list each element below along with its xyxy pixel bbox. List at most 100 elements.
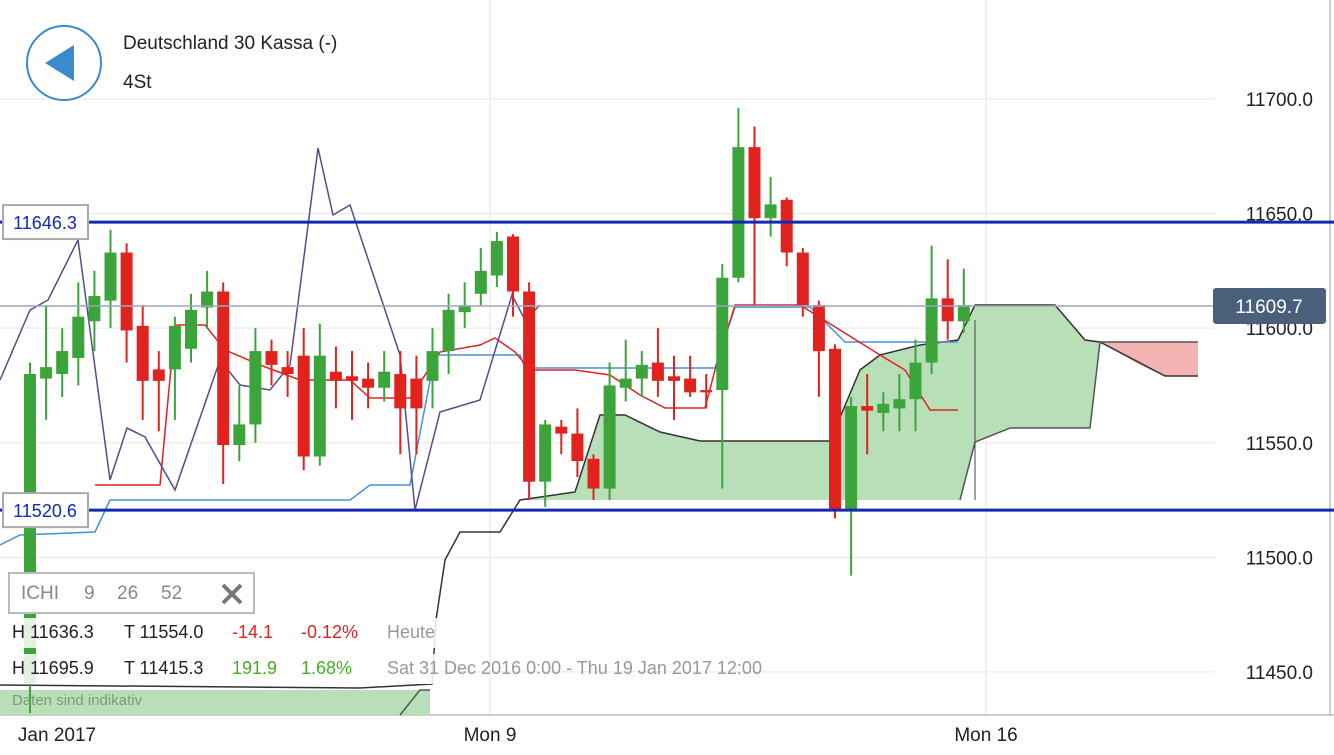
candle-body bbox=[941, 298, 954, 322]
close-indicator[interactable] bbox=[221, 583, 243, 605]
candle-body bbox=[539, 424, 552, 482]
stat: H 11695.9 bbox=[12, 658, 94, 678]
candle-body bbox=[635, 364, 648, 379]
candle-body bbox=[893, 399, 906, 409]
cloud-bearish bbox=[1100, 342, 1198, 376]
indicator-name: ICHI bbox=[21, 583, 59, 604]
indicator-param: 9 bbox=[84, 583, 95, 604]
candle-body bbox=[523, 291, 536, 482]
candle-body bbox=[265, 351, 278, 365]
candle-body bbox=[684, 378, 697, 393]
senkou-b bbox=[399, 341, 1198, 716]
back-icon bbox=[45, 45, 74, 81]
level-label: 11520.6 bbox=[13, 501, 77, 521]
candle-body bbox=[732, 147, 745, 278]
candle-body bbox=[233, 424, 246, 446]
level-box bbox=[2, 492, 89, 529]
instrument-title: Deutschland 30 Kassa (-) bbox=[123, 33, 337, 54]
candle-body bbox=[168, 325, 181, 370]
candle-body bbox=[88, 296, 101, 322]
x-tick-label: Jan 2017 bbox=[18, 725, 96, 746]
candle-body bbox=[104, 252, 117, 301]
level-box bbox=[2, 204, 89, 241]
candle-body bbox=[410, 378, 423, 409]
candle-body bbox=[571, 433, 584, 462]
stat: Heute bbox=[387, 622, 435, 642]
candle-body bbox=[716, 277, 729, 391]
stat: -14.1 bbox=[232, 622, 273, 642]
interval: 4St bbox=[123, 72, 152, 93]
candle-body bbox=[329, 371, 342, 381]
candle-body bbox=[346, 376, 358, 381]
candle-body bbox=[812, 305, 825, 352]
candle-body bbox=[603, 385, 616, 489]
candle-body bbox=[217, 291, 230, 446]
candle-body bbox=[426, 351, 439, 381]
indicator-param: 26 bbox=[117, 583, 138, 604]
candle-body bbox=[474, 270, 487, 294]
footer-note: Daten sind indikativ bbox=[12, 692, 143, 709]
candle-body bbox=[152, 369, 165, 381]
level-label: 11646.3 bbox=[13, 213, 77, 233]
indicator-box[interactable] bbox=[8, 572, 255, 614]
candle-body bbox=[185, 309, 197, 349]
last-price-box bbox=[1213, 287, 1326, 324]
candle-body bbox=[877, 403, 890, 413]
senkou-a bbox=[0, 304, 1198, 689]
stat: -0.12% bbox=[301, 622, 358, 642]
candle-body bbox=[362, 378, 375, 388]
candle-body bbox=[780, 199, 793, 253]
candle-body bbox=[394, 374, 407, 409]
candle-body bbox=[925, 298, 938, 363]
stats-row-bg bbox=[0, 618, 440, 648]
candle-body bbox=[619, 378, 632, 388]
stat: H 11636.3 bbox=[12, 622, 94, 642]
last-price-label: 11609.7 bbox=[1235, 297, 1302, 318]
candle-body bbox=[136, 325, 149, 381]
candle-body bbox=[490, 241, 503, 276]
y-tick-label: 11600.0 bbox=[1246, 319, 1313, 340]
candles bbox=[24, 108, 970, 714]
overlay: 11609.7 11646.3 11520.6 bbox=[0, 204, 1334, 529]
candle-body bbox=[748, 147, 761, 219]
candle-body bbox=[796, 252, 809, 306]
x-tick-label: Mon 9 bbox=[464, 725, 517, 746]
candle-body bbox=[40, 367, 53, 379]
candle-body bbox=[587, 458, 600, 489]
stat: Sat 31 Dec 2016 0:00 - Thu 19 Jan 2017 1… bbox=[387, 658, 762, 678]
stat: 1.68% bbox=[301, 658, 352, 678]
candle-body bbox=[458, 305, 471, 313]
candle-body bbox=[651, 362, 664, 381]
candle-body bbox=[201, 291, 214, 308]
chikou-line bbox=[0, 147, 541, 511]
candle-body bbox=[313, 355, 326, 457]
candle-body bbox=[668, 376, 680, 381]
stat: T 11415.3 bbox=[124, 658, 203, 678]
candle-body bbox=[56, 351, 69, 374]
indicator-param: 52 bbox=[161, 583, 182, 604]
candle-body bbox=[909, 362, 922, 400]
candle-body bbox=[378, 371, 391, 388]
candle-body bbox=[72, 316, 85, 358]
candle-body bbox=[861, 406, 874, 411]
cloud bbox=[0, 690, 430, 715]
candle-body bbox=[297, 355, 310, 457]
candle-body bbox=[249, 351, 262, 425]
y-tick-label: 11550.0 bbox=[1246, 434, 1313, 455]
y-tick-label: 11650.0 bbox=[1246, 205, 1313, 226]
stats: H 11636.3 T 11554.0 -14.1 -0.12% Heute H 1169… bbox=[0, 618, 762, 684]
stats-row-bg bbox=[0, 654, 440, 684]
stat: 191.9 bbox=[232, 658, 277, 678]
candle-body bbox=[700, 390, 713, 393]
y-tick-label: 11500.0 bbox=[1246, 548, 1313, 569]
candle-body bbox=[829, 348, 841, 512]
candle-body bbox=[957, 305, 970, 322]
candle-body bbox=[120, 252, 133, 331]
stat: T 11554.0 bbox=[124, 622, 203, 642]
candle-body bbox=[442, 309, 455, 352]
candle-body bbox=[845, 406, 858, 512]
x-tick-label: Mon 16 bbox=[954, 725, 1017, 746]
cloud bbox=[520, 305, 1100, 500]
